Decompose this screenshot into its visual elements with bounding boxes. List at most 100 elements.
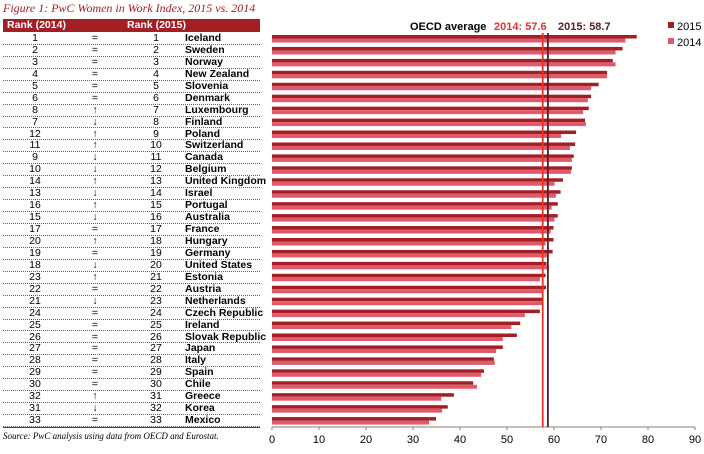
bar-2015	[272, 405, 448, 409]
rank-2015: 2	[153, 43, 159, 56]
country-name: Israel	[185, 187, 213, 200]
rank-2014: 12	[29, 127, 41, 140]
x-tick-label: 20	[360, 434, 372, 446]
rank-2014: 33	[29, 414, 41, 427]
bar-2015	[272, 70, 608, 75]
bar-2014	[272, 396, 442, 401]
table-row: 3 = 3 Norway	[3, 56, 260, 69]
country-name: Spain	[185, 366, 214, 379]
bar-2015	[272, 35, 637, 39]
rank-change: =	[91, 330, 99, 343]
country-name: Chile	[185, 378, 211, 391]
rank-change: ↓	[92, 258, 98, 271]
bar-2014	[272, 289, 543, 294]
rank-2014: 28	[29, 354, 41, 367]
rank-change: =	[91, 32, 99, 44]
bar-2015	[272, 321, 521, 326]
rank-change: ↑	[92, 139, 98, 152]
rank-2015: 20	[150, 258, 162, 271]
rank-change: ↓	[92, 211, 98, 224]
rank-change: =	[91, 43, 99, 56]
rank-2014: 30	[29, 378, 41, 391]
rank-change: ↓	[92, 163, 98, 176]
table-row: 17 = 17 France	[3, 224, 260, 236]
country-name: Germany	[185, 246, 231, 259]
country-name: Iceland	[185, 32, 222, 44]
x-tick-label: 50	[501, 434, 513, 446]
rank-2015: 19	[150, 246, 162, 259]
rank-2014: 7	[32, 115, 38, 128]
rank-change: =	[91, 354, 99, 367]
rank-2015: 11	[150, 151, 162, 164]
rank-2014: 17	[29, 223, 41, 236]
rank-2015: 10	[150, 139, 162, 152]
rank-2015: 16	[150, 211, 162, 224]
rank-change: ↑	[92, 175, 98, 188]
table-row: 15 ↓ 16 Australia	[3, 212, 260, 224]
oecd-average-label: OECD average	[410, 21, 486, 33]
table-bottom-rule	[3, 427, 260, 428]
x-tick-label: 60	[548, 434, 560, 446]
legend-label-2015: 2015	[677, 21, 701, 33]
rank-change: ↓	[92, 294, 98, 307]
rank-2014: 23	[29, 270, 41, 283]
table-row: 1 = 1 Iceland	[3, 33, 260, 45]
country-name: Korea	[185, 402, 215, 415]
bar-2014	[272, 277, 540, 282]
country-name: Netherlands	[185, 294, 246, 307]
rank-2015: 31	[150, 390, 162, 403]
bar-2015	[272, 154, 574, 158]
rank-change: =	[91, 91, 99, 104]
header-rank-2015: Rank (2015)	[127, 19, 186, 31]
figure-title: Figure 1: PwC Women in Work Index, 2015 …	[3, 1, 256, 15]
bar-2014	[272, 360, 495, 365]
rank-2015: 26	[150, 330, 162, 343]
table-row: 2 = 2 Sweden	[3, 43, 260, 57]
rank-change: =	[91, 366, 99, 379]
rank-2014: 16	[29, 199, 41, 212]
table-row: 13 ↓ 14 Israel	[3, 187, 260, 201]
rank-change: ↓	[92, 151, 98, 164]
table-row: 7 ↓ 8 Finland	[3, 115, 260, 129]
rank-change: ↑	[92, 127, 98, 140]
table-row: 6 = 6 Denmark	[3, 91, 260, 105]
table-row: 33 = 33 Mexico	[3, 415, 260, 427]
rank-2015: 29	[150, 366, 162, 379]
table-row: 31 ↓ 32 Korea	[3, 402, 260, 416]
header-rank-2014: Rank (2014)	[7, 19, 66, 31]
rank-2014: 24	[29, 306, 41, 319]
country-name: Ireland	[185, 318, 220, 331]
bar-2014	[272, 38, 626, 43]
bar-2014	[272, 265, 549, 270]
bar-2015	[272, 82, 599, 87]
bar-2014	[272, 74, 608, 79]
rank-2014: 5	[32, 79, 38, 92]
country-name: Mexico	[185, 414, 221, 427]
table-row: 26 = 26 Slovak Republic	[3, 330, 266, 344]
rank-change: ↑	[92, 390, 98, 403]
rank-change: =	[91, 223, 99, 236]
rank-change: =	[91, 79, 99, 92]
rank-2015: 25	[150, 318, 162, 331]
rank-2015: 5	[153, 79, 159, 92]
bar-2014	[272, 157, 572, 162]
bar-2015	[272, 297, 544, 302]
legend-swatch-2014	[668, 38, 674, 44]
legend: 2015 2014	[668, 21, 701, 49]
bar-2015	[272, 285, 547, 290]
rank-2015: 8	[153, 115, 159, 128]
bar-2014	[272, 50, 616, 55]
rank-change: ↓	[92, 115, 98, 128]
rank-change: =	[91, 378, 99, 391]
table-row: 11 ↑ 10 Switzerland	[3, 139, 260, 153]
rank-2015: 22	[150, 282, 162, 295]
rank-2014: 1	[32, 32, 38, 44]
rank-2014: 31	[29, 402, 41, 415]
rank-2014: 20	[29, 234, 41, 247]
rank-2015: 24	[150, 306, 162, 319]
country-name: Australia	[185, 211, 230, 224]
rank-change: =	[91, 414, 99, 427]
x-tick-label: 90	[689, 434, 701, 446]
rank-change: ↑	[92, 270, 98, 283]
